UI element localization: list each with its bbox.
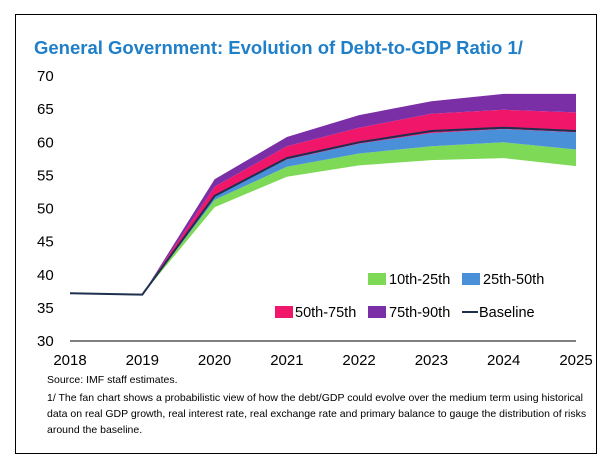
x-tick-label: 2023 — [415, 352, 448, 369]
legend-label-baseline: Baseline — [479, 305, 535, 321]
legend-label-p75-90: 75th-90th — [389, 305, 450, 321]
source-note: Source: IMF staff estimates. — [47, 374, 178, 386]
x-tick-label: 2025 — [559, 352, 592, 369]
legend-swatch-p50-75 — [275, 306, 293, 318]
y-tick-label: 30 — [37, 333, 54, 350]
legend-swatch-p75-90 — [368, 306, 386, 318]
y-tick-labels: 30 35 40 45 50 55 60 65 70 — [37, 68, 54, 350]
y-tick-label: 45 — [37, 234, 54, 251]
y-tick-label: 60 — [37, 134, 54, 151]
chart-title: General Government: Evolution of Debt-to… — [34, 37, 523, 58]
y-tick-label: 40 — [37, 267, 54, 284]
band-p10-25 — [70, 142, 576, 295]
y-tick-label: 50 — [37, 201, 54, 218]
x-tick-label: 2019 — [126, 352, 159, 369]
legend-label-p25-50: 25th-50th — [483, 272, 544, 288]
y-tick-label: 35 — [37, 300, 54, 317]
x-tick-label: 2018 — [53, 352, 86, 369]
y-tick-label: 70 — [37, 68, 54, 85]
legend-label-p10-25: 10th-25th — [389, 272, 450, 288]
x-tick-label: 2020 — [198, 352, 231, 369]
x-tick-label: 2024 — [487, 352, 520, 369]
x-tick-labels: 2018 2019 2020 2021 2022 2023 2024 2025 — [53, 352, 592, 369]
footnote: 1/ The fan chart shows a probabilistic v… — [47, 392, 587, 436]
band-p75-90 — [70, 93, 576, 295]
legend: 10th-25th 25th-50th 50th-75th 75th-90th … — [275, 272, 544, 321]
legend-swatch-p10-25 — [368, 273, 386, 285]
fan-bands — [70, 93, 576, 295]
legend-label-p50-75: 50th-75th — [295, 305, 356, 321]
baseline-series — [69, 126, 577, 296]
x-tick-label: 2021 — [270, 352, 303, 369]
y-tick-label: 65 — [37, 101, 54, 118]
chart-frame — [15, 14, 597, 454]
legend-swatch-p25-50 — [462, 273, 480, 285]
baseline-line — [69, 126, 577, 296]
y-tick-label: 55 — [37, 167, 54, 184]
x-tick-label: 2022 — [342, 352, 375, 369]
